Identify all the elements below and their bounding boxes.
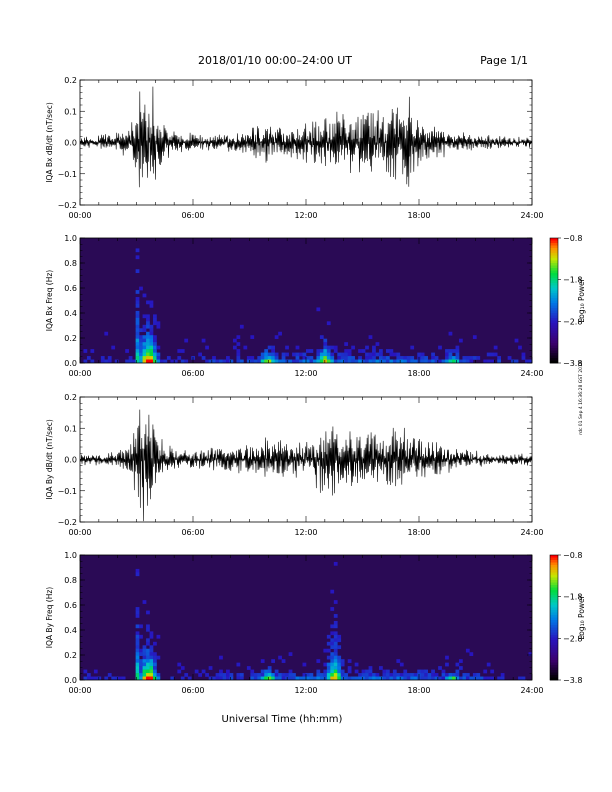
y-tick-label: 0.0 xyxy=(64,139,77,148)
x-tick-label: 18:00 xyxy=(407,528,430,537)
x-tick-label: 24:00 xyxy=(520,211,543,220)
y-tick-label: 0.6 xyxy=(64,601,77,610)
spectrogram-cells xyxy=(83,248,532,363)
y-tick-label: 0.6 xyxy=(64,284,77,293)
panel-4: −0.8 −1.8 −2.8 −3.8 Log₁₀ Power 00:00 06:00 12:… xyxy=(45,551,586,695)
x-tick-label: 00:00 xyxy=(68,369,91,378)
colorbar-tick-label: −1.8 xyxy=(563,276,582,285)
y-tick-label: 0.4 xyxy=(64,626,77,635)
y-axis-label: IQA By Freq (Hz) xyxy=(45,587,54,649)
x-tick-label: 00:00 xyxy=(68,528,91,537)
x-tick-label: 24:00 xyxy=(520,369,543,378)
x-tick-label: 12:00 xyxy=(294,528,317,537)
x-tick-label: 00:00 xyxy=(68,211,91,220)
colorbar: −0.8 −1.8 −2.8 −3.8 Log₁₀ Power xyxy=(549,551,586,685)
x-tick-label: 24:00 xyxy=(520,528,543,537)
colorbar-tick-label: −2.8 xyxy=(563,317,582,326)
colorbar-label: Log₁₀ Power xyxy=(577,594,586,639)
colorbar-tick-label: −3.8 xyxy=(563,676,582,685)
colorbar-tick-label: −1.8 xyxy=(563,593,582,602)
y-tick-label: −0.2 xyxy=(58,201,77,210)
y-tick-label: 0.0 xyxy=(64,676,77,685)
y-tick-label: 0.2 xyxy=(64,393,77,402)
y-tick-label: 0.0 xyxy=(64,359,77,368)
page-indicator: Page 1/1 xyxy=(480,54,528,67)
y-tick-label: 0.2 xyxy=(64,651,77,660)
colorbar-tick-label: −0.8 xyxy=(563,551,582,560)
y-tick-label: 1.0 xyxy=(64,234,77,243)
colorbar-label: Log₁₀ Power xyxy=(577,277,586,322)
y-tick-label: 0.8 xyxy=(64,259,77,268)
y-tick-label: 0.2 xyxy=(64,334,77,343)
panel-2: −0.8 −1.8 −2.8 −3.8 Log₁₀ Power 00:00 06:00 12:… xyxy=(45,234,586,378)
x-axis-label: Universal Time (hh:mm) xyxy=(222,714,343,725)
side-note: rdc 01 Sep 4 16:36:28 GST 2019 xyxy=(578,361,584,435)
panel-1: 00:00 06:00 12:00 18:00 24:00 0.2 0.1 0.0 −0.1 −0… xyxy=(45,76,544,220)
x-tick-label: 24:00 xyxy=(520,686,543,695)
x-tick-label: 12:00 xyxy=(294,369,317,378)
y-tick-label: −0.1 xyxy=(58,170,77,179)
x-tick-label: 12:00 xyxy=(294,211,317,220)
y-tick-label: 0.2 xyxy=(64,76,77,85)
y-axis-label: IQA Bx dB/dt (nT/sec) xyxy=(45,102,54,183)
x-tick-label: 06:00 xyxy=(181,686,204,695)
panel-3: 00:00 06:00 12:00 18:00 24:00 0.2 0.1 0.0 −0.1 −0… xyxy=(45,393,544,537)
colorbar-tick-label: −0.8 xyxy=(563,234,582,243)
y-tick-label: −0.2 xyxy=(58,518,77,527)
series-line xyxy=(80,86,532,188)
y-tick-label: 0.8 xyxy=(64,576,77,585)
y-axis-label: IQA Bx Freq (Hz) xyxy=(45,270,54,332)
colorbar-tick-label: −3.8 xyxy=(563,359,582,368)
y-tick-label: 0.1 xyxy=(64,107,77,116)
y-tick-label: 0.1 xyxy=(64,424,77,433)
x-tick-label: 06:00 xyxy=(181,211,204,220)
figure-title: 2018/01/10 00:00–24:00 UT xyxy=(198,54,352,67)
panels: 00:00 06:00 12:00 18:00 24:00 0.2 0.1 0.0 −0.1 −0… xyxy=(45,76,586,695)
colorbar-tick-label: −2.8 xyxy=(563,634,582,643)
x-tick-label: 18:00 xyxy=(407,369,430,378)
y-tick-label: −0.1 xyxy=(58,487,77,496)
x-tick-label: 18:00 xyxy=(407,211,430,220)
y-tick-label: 0.4 xyxy=(64,309,77,318)
colorbar: −0.8 −1.8 −2.8 −3.8 Log₁₀ Power xyxy=(549,234,586,368)
x-tick-label: 18:00 xyxy=(407,686,430,695)
x-tick-label: 06:00 xyxy=(181,528,204,537)
x-tick-label: 00:00 xyxy=(68,686,91,695)
y-tick-label: 0.0 xyxy=(64,456,77,465)
x-tick-label: 12:00 xyxy=(294,686,317,695)
x-tick-label: 06:00 xyxy=(181,369,204,378)
y-tick-label: 1.0 xyxy=(64,551,77,560)
y-axis-label: IQA By dB/dt (nT/sec) xyxy=(45,419,54,500)
series-line xyxy=(80,409,532,522)
